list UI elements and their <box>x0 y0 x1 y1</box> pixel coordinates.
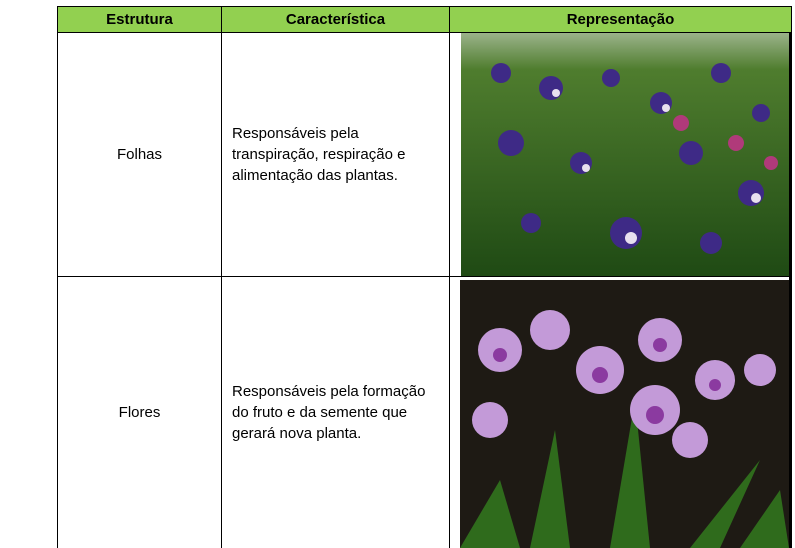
header-cell: Estrutura <box>57 6 222 33</box>
header-cell: Representação <box>450 6 792 33</box>
structure-cell: Folhas <box>57 33 222 277</box>
description-cell: Responsáveis pela formação do fruto e da… <box>222 277 450 548</box>
photo-leaves <box>461 33 789 276</box>
image-cell <box>450 33 792 277</box>
photo-flowers <box>460 280 789 548</box>
image-cell <box>450 277 792 548</box>
header-cell: Característica <box>222 6 450 33</box>
description: Responsáveis pela transpiração, respiraç… <box>232 125 406 184</box>
structure-cell: Flores <box>57 277 222 548</box>
description: Responsáveis pela formação do fruto e da… <box>232 383 426 442</box>
table: Estrutura Característica Representação F… <box>57 6 792 548</box>
description-cell: Responsáveis pela transpiração, respiraç… <box>222 33 450 277</box>
